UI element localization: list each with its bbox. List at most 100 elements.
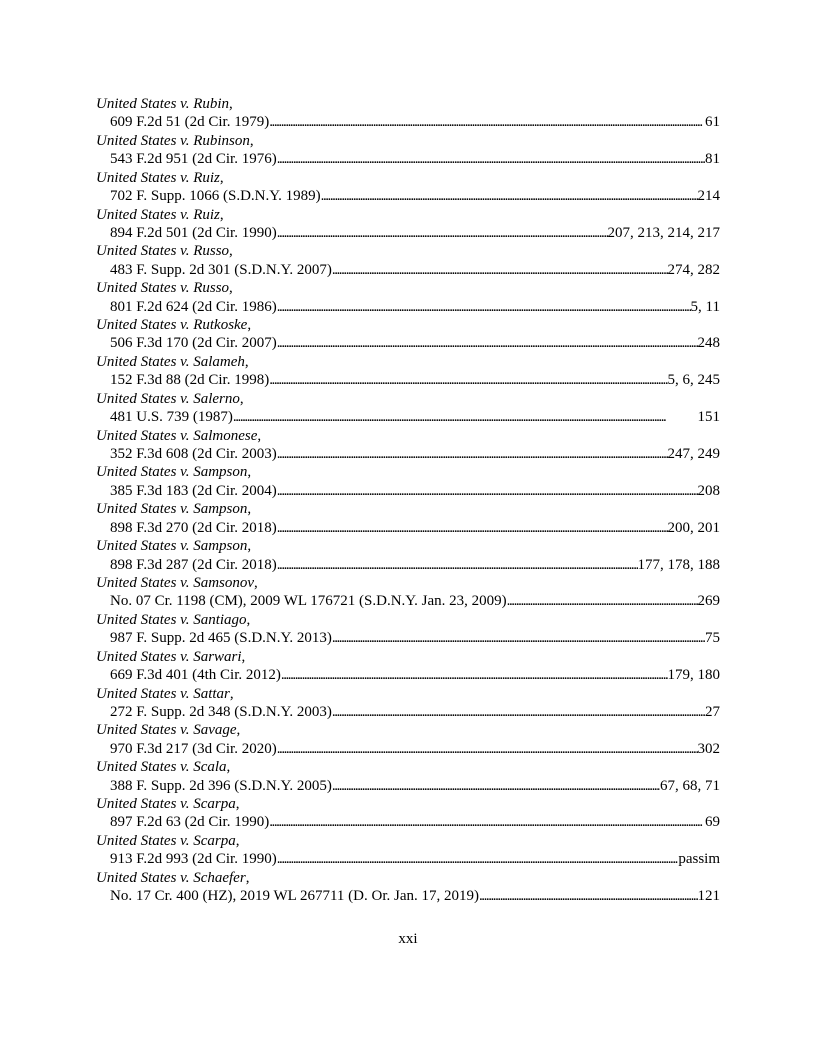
case-name-comma: , xyxy=(219,169,224,186)
citation-line: No. 07 Cr. 1198 (CM), 2009 WL 176721 (S.… xyxy=(96,592,720,610)
case-name-comma: , xyxy=(229,96,233,112)
citation-line: 970 F.3d 217 (3d Cir. 2020) 302 xyxy=(96,740,720,758)
page-references: 69 xyxy=(705,814,720,831)
case-name: United States v. Scala xyxy=(96,759,227,776)
dot-leader xyxy=(277,334,698,352)
page-references: 27 xyxy=(705,703,720,720)
dot-leader xyxy=(281,666,668,684)
case-name-line: United States v. Salerno, xyxy=(96,390,720,408)
toc-entry: United States v. Samsonov, No. 07 Cr. 119… xyxy=(96,574,720,611)
page-references: 208 xyxy=(697,482,721,499)
citation: 483 F. Supp. 2d 301 (S.D.N.Y. 2007) xyxy=(110,261,332,278)
case-name-line: United States v. Scala, xyxy=(96,758,720,776)
toc-entry: United States v. Sattar, 272 F. Supp. 2d … xyxy=(96,685,720,722)
page-references: 177, 178, 188 xyxy=(637,556,721,573)
dot-leader xyxy=(277,224,608,242)
toc-entry: United States v. Russo, 801 F.2d 624 (2d … xyxy=(96,279,720,316)
case-name: United States v. Ruiz xyxy=(96,169,220,186)
toc-entry: United States v. Scala, 388 F. Supp. 2d 3… xyxy=(96,758,720,795)
dot-leader xyxy=(277,298,691,316)
citation-line: 481 U.S. 739 (1987) 151 xyxy=(96,408,720,426)
citation-line: 894 F.2d 501 (2d Cir. 1990) 207, 213, 214… xyxy=(96,224,720,242)
citation: 669 F.3d 401 (4th Cir. 2012) xyxy=(110,667,281,684)
case-name: United States v. Scarpa xyxy=(96,796,236,813)
citation-line: 352 F.3d 608 (2d Cir. 2003) 247, 249 xyxy=(96,445,720,463)
case-name: United States v. Sampson xyxy=(96,538,248,555)
case-name: United States v. Sampson xyxy=(96,501,248,518)
case-name-line: United States v. Russo, xyxy=(96,279,720,297)
case-name-comma: , xyxy=(229,685,234,702)
case-name-line: United States v. Russo, xyxy=(96,242,720,260)
case-name-line: United States v. Salmonese, xyxy=(96,427,720,445)
toc-entry: United States v. Santiago, 987 F. Supp. 2… xyxy=(96,611,720,648)
page-references: 61 xyxy=(705,114,720,131)
case-name-line: United States v. Salameh, xyxy=(96,353,720,371)
page-references: 75 xyxy=(705,630,720,647)
case-name: United States v. Sattar xyxy=(96,685,230,702)
case-name: United States v. Samsonov xyxy=(96,574,255,591)
citation-line: 152 F.3d 88 (2d Cir. 1998) 5, 6, 245 xyxy=(96,371,720,389)
case-name-comma: , xyxy=(249,132,254,149)
case-name-comma: , xyxy=(245,869,250,886)
case-name-comma: , xyxy=(247,538,252,555)
dot-leader xyxy=(277,150,705,168)
citation-line: 272 F. Supp. 2d 348 (S.D.N.Y. 2003) 27 xyxy=(96,703,720,721)
dot-leader xyxy=(507,592,698,610)
citation: 801 F.2d 624 (2d Cir. 1986) xyxy=(110,298,277,315)
case-name: United States v. Sarwari xyxy=(96,648,242,665)
page-references: 214 xyxy=(697,188,721,205)
case-name: United States v. Salameh xyxy=(96,353,245,370)
case-name-comma: , xyxy=(254,574,258,591)
case-name-line: United States v. Schaefer, xyxy=(96,869,720,887)
citation-line: 987 F. Supp. 2d 465 (S.D.N.Y. 2013) 75 xyxy=(96,629,720,647)
citation-line: 801 F.2d 624 (2d Cir. 1986) 5, 11 xyxy=(96,298,720,316)
page-references: passim xyxy=(678,851,720,868)
case-name-line: United States v. Rubin, xyxy=(96,95,720,113)
dot-leader xyxy=(269,813,705,831)
citation: 609 F.2d 51 (2d Cir. 1979) xyxy=(110,114,270,131)
case-name-comma: , xyxy=(246,611,251,628)
case-name: United States v. Rutkoske xyxy=(96,317,248,334)
citation: 913 F.2d 993 (2d Cir. 1990) xyxy=(110,851,277,868)
case-name-line: United States v. Scarpa, xyxy=(96,795,720,813)
citation-line: 543 F.2d 951 (2d Cir. 1976) 81 xyxy=(96,150,720,168)
citation: 702 F. Supp. 1066 (S.D.N.Y. 1989) xyxy=(110,188,321,205)
citation-line: 506 F.3d 170 (2d Cir. 2007) 248 xyxy=(96,334,720,352)
dot-leader xyxy=(277,556,638,574)
case-name: United States v. Rubin xyxy=(96,96,230,112)
toc-entry: United States v. Salerno, 481 U.S. 739 (1… xyxy=(96,390,720,427)
page-references: 67, 68, 71 xyxy=(660,777,720,794)
citation: 987 F. Supp. 2d 465 (S.D.N.Y. 2013) xyxy=(110,630,332,647)
dot-leader xyxy=(332,703,705,721)
case-name: United States v. Sampson xyxy=(96,464,248,481)
citation: 543 F.2d 951 (2d Cir. 1976) xyxy=(110,151,277,168)
citation-line: 609 F.2d 51 (2d Cir. 1979) 61 xyxy=(96,113,720,131)
citation: 152 F.3d 88 (2d Cir. 1998) xyxy=(110,372,270,389)
page-number: xxi xyxy=(398,931,418,947)
dot-leader xyxy=(269,371,667,389)
dot-leader xyxy=(269,113,705,131)
citation-line: No. 17 Cr. 400 (HZ), 2019 WL 267711 (D. … xyxy=(96,887,720,905)
citation: 481 U.S. 739 (1987) xyxy=(110,409,233,426)
page-references: 5, 6, 245 xyxy=(667,372,721,389)
citation: 894 F.2d 501 (2d Cir. 1990) xyxy=(110,224,277,241)
citation-line: 483 F. Supp. 2d 301 (S.D.N.Y. 2007) 274, … xyxy=(96,261,720,279)
case-name: United States v. Russo xyxy=(96,280,230,297)
case-name: United States v. Russo xyxy=(96,243,230,260)
case-name-comma: , xyxy=(247,317,252,334)
page-references: 269 xyxy=(697,593,721,610)
dot-leader xyxy=(277,445,668,463)
case-name-line: United States v. Savage, xyxy=(96,721,720,739)
dot-leader xyxy=(277,519,668,537)
dot-leader xyxy=(332,261,668,279)
case-name: United States v. Rubinson xyxy=(96,132,250,149)
case-name-line: United States v. Rubinson, xyxy=(96,132,720,150)
citation: 388 F. Supp. 2d 396 (S.D.N.Y. 2005) xyxy=(110,777,332,794)
case-name-comma: , xyxy=(236,722,241,739)
case-name: United States v. Salmonese xyxy=(96,427,258,444)
toc-entry: United States v. Sarwari, 669 F.3d 401 (4… xyxy=(96,648,720,685)
case-name: United States v. Schaefer xyxy=(96,869,246,886)
case-name-comma: , xyxy=(226,759,231,776)
dot-leader xyxy=(233,408,698,426)
toc-entry: United States v. Scarpa, 913 F.2d 993 (2d… xyxy=(96,832,720,869)
